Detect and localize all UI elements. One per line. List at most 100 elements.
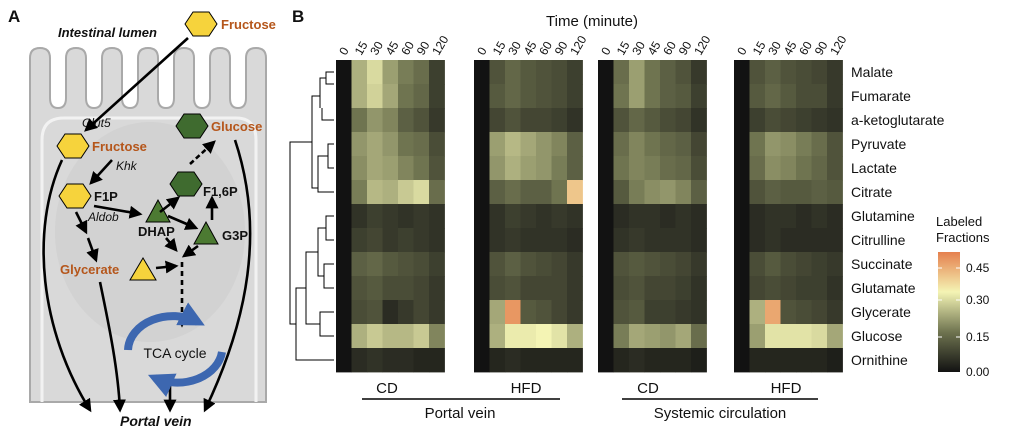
cell-portal-cd-glutamine-t90 bbox=[413, 204, 430, 229]
cell-systemic-cd-glycerate-t45 bbox=[644, 300, 661, 325]
panel-a-label: A bbox=[8, 7, 20, 26]
cell-portal-hfd-glucose-t60 bbox=[536, 324, 552, 349]
cell-portal-cd-a-ketoglutarate-t90 bbox=[413, 108, 430, 133]
legend-title-line1: Labeled bbox=[936, 214, 982, 229]
metabolite-label-glutamate: Glutamate bbox=[851, 280, 916, 296]
cell-portal-cd-malate-t120 bbox=[429, 60, 445, 85]
metabolite-label-glutamine: Glutamine bbox=[851, 208, 915, 224]
cell-portal-hfd-glucose-t120 bbox=[567, 324, 583, 349]
heatmap-portal-hfd bbox=[474, 60, 583, 373]
cell-systemic-cd-citrate-t45 bbox=[644, 180, 661, 205]
g3p-label: G3P bbox=[222, 228, 248, 243]
time-tick-portal-hfd-120: 120 bbox=[567, 33, 589, 58]
cell-systemic-cd-ornithine-t90 bbox=[675, 348, 692, 373]
cell-systemic-hfd-glucose-t15 bbox=[749, 324, 766, 349]
cell-systemic-cd-fumarate-t30 bbox=[629, 84, 645, 109]
cell-systemic-cd-lactate-t90 bbox=[675, 156, 692, 181]
cell-portal-cd-ornithine-t0 bbox=[336, 348, 352, 373]
metabolite-label-glucose: Glucose bbox=[851, 328, 903, 344]
cell-portal-cd-citrulline-t0 bbox=[336, 228, 352, 253]
tca-cycle-label: TCA cycle bbox=[143, 345, 206, 361]
cell-portal-cd-fumarate-t45 bbox=[382, 84, 399, 109]
cell-portal-cd-succinate-t30 bbox=[367, 252, 383, 277]
cell-systemic-cd-malate-t15 bbox=[613, 60, 630, 85]
cell-portal-cd-citrate-t45 bbox=[382, 180, 399, 205]
f16p-label: F1,6P bbox=[203, 184, 238, 199]
fructose-top-label: Fructose bbox=[221, 17, 276, 32]
cell-systemic-cd-glucose-t30 bbox=[629, 324, 645, 349]
cell-portal-cd-glycerate-t0 bbox=[336, 300, 352, 325]
cell-portal-cd-a-ketoglutarate-t60 bbox=[398, 108, 414, 133]
glut5-label: Glut5 bbox=[82, 116, 111, 130]
cell-systemic-hfd-pyruvate-t0 bbox=[734, 132, 750, 157]
cell-systemic-cd-glutamate-t90 bbox=[675, 276, 692, 301]
cell-portal-hfd-citrate-t60 bbox=[536, 180, 552, 205]
cell-systemic-hfd-succinate-t90 bbox=[811, 252, 828, 277]
cell-portal-cd-glycerate-t60 bbox=[398, 300, 414, 325]
cell-portal-hfd-glycerate-t30 bbox=[505, 300, 521, 325]
cell-portal-hfd-glucose-t90 bbox=[551, 324, 568, 349]
cell-portal-cd-lactate-t120 bbox=[429, 156, 445, 181]
cell-portal-hfd-a-ketoglutarate-t120 bbox=[567, 108, 583, 133]
cell-systemic-cd-glycerate-t30 bbox=[629, 300, 645, 325]
cell-portal-hfd-succinate-t15 bbox=[489, 252, 506, 277]
dhap-label: DHAP bbox=[138, 224, 175, 239]
cell-portal-cd-succinate-t90 bbox=[413, 252, 430, 277]
cell-systemic-hfd-glutamate-t45 bbox=[780, 276, 797, 301]
cell-portal-cd-citrate-t0 bbox=[336, 180, 352, 205]
cell-systemic-hfd-citrulline-t90 bbox=[811, 228, 828, 253]
time-tick-systemic-cd-0: 0 bbox=[598, 44, 614, 57]
cell-portal-hfd-a-ketoglutarate-t60 bbox=[536, 108, 552, 133]
group-label-portal-hfd: HFD bbox=[511, 380, 542, 397]
cell-portal-hfd-pyruvate-t0 bbox=[474, 132, 490, 157]
cell-systemic-cd-glutamine-t90 bbox=[675, 204, 692, 229]
cell-systemic-hfd-pyruvate-t15 bbox=[749, 132, 766, 157]
cell-portal-hfd-glucose-t30 bbox=[505, 324, 521, 349]
cell-portal-cd-malate-t90 bbox=[413, 60, 430, 85]
cell-systemic-cd-pyruvate-t15 bbox=[613, 132, 630, 157]
cell-portal-cd-glycerate-t45 bbox=[382, 300, 399, 325]
cell-portal-hfd-ornithine-t30 bbox=[505, 348, 521, 373]
cell-systemic-hfd-glutamate-t120 bbox=[827, 276, 843, 301]
cell-systemic-hfd-citrulline-t60 bbox=[796, 228, 812, 253]
cell-portal-hfd-succinate-t45 bbox=[520, 252, 537, 277]
cell-systemic-cd-glutamate-t120 bbox=[691, 276, 707, 301]
cell-systemic-cd-a-ketoglutarate-t120 bbox=[691, 108, 707, 133]
time-tick-systemic-hfd-0: 0 bbox=[734, 44, 750, 57]
cell-systemic-hfd-a-ketoglutarate-t90 bbox=[811, 108, 828, 133]
cell-systemic-hfd-glutamine-t15 bbox=[749, 204, 766, 229]
cell-systemic-hfd-glutamate-t15 bbox=[749, 276, 766, 301]
tca-cycle-icon bbox=[124, 302, 226, 397]
cell-systemic-hfd-a-ketoglutarate-t30 bbox=[765, 108, 781, 133]
cell-portal-hfd-glutamate-t45 bbox=[520, 276, 537, 301]
cell-systemic-hfd-fumarate-t90 bbox=[811, 84, 828, 109]
cell-systemic-hfd-malate-t60 bbox=[796, 60, 812, 85]
legend-tick-030: 0.30 bbox=[966, 293, 990, 307]
fructose-label: Fructose bbox=[92, 139, 147, 154]
cell-portal-hfd-glycerate-t90 bbox=[551, 300, 568, 325]
time-tick-systemic-hfd-45: 45 bbox=[781, 39, 800, 58]
metabolite-label-pyruvate: Pyruvate bbox=[851, 136, 906, 152]
cell-portal-cd-glucose-t120 bbox=[429, 324, 445, 349]
cell-systemic-cd-malate-t120 bbox=[691, 60, 707, 85]
cell-systemic-cd-citrate-t60 bbox=[660, 180, 676, 205]
cell-systemic-cd-succinate-t45 bbox=[644, 252, 661, 277]
cell-systemic-hfd-glucose-t0 bbox=[734, 324, 750, 349]
cell-portal-cd-glutamine-t30 bbox=[367, 204, 383, 229]
cell-portal-hfd-fumarate-t30 bbox=[505, 84, 521, 109]
cell-portal-hfd-fumarate-t0 bbox=[474, 84, 490, 109]
cell-systemic-cd-ornithine-t120 bbox=[691, 348, 707, 373]
cell-systemic-cd-glutamine-t30 bbox=[629, 204, 645, 229]
cell-portal-cd-a-ketoglutarate-t120 bbox=[429, 108, 445, 133]
cell-portal-cd-ornithine-t60 bbox=[398, 348, 414, 373]
cell-portal-cd-citrulline-t30 bbox=[367, 228, 383, 253]
panel-a: A Intestinal lumen Fructose Glut5 Fructo… bbox=[8, 7, 276, 429]
cell-portal-hfd-citrulline-t15 bbox=[489, 228, 506, 253]
cell-portal-cd-glutamate-t30 bbox=[367, 276, 383, 301]
cell-portal-cd-lactate-t0 bbox=[336, 156, 352, 181]
cell-portal-hfd-glutamate-t90 bbox=[551, 276, 568, 301]
cell-systemic-hfd-glucose-t120 bbox=[827, 324, 843, 349]
cell-systemic-cd-succinate-t30 bbox=[629, 252, 645, 277]
cell-portal-hfd-glycerate-t15 bbox=[489, 300, 506, 325]
dhap-triangle-icon bbox=[145, 198, 171, 223]
